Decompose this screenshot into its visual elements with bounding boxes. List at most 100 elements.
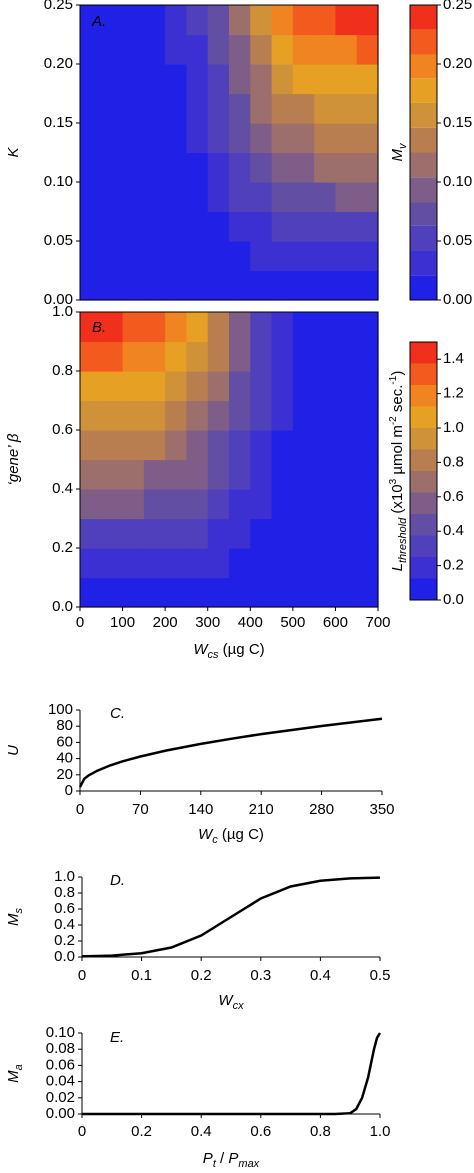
contour-cell <box>356 5 379 36</box>
colorbar-band <box>410 127 437 153</box>
y-tick-label: 80 <box>56 717 73 734</box>
x-tick-label: 700 <box>365 614 390 631</box>
colorbar-band <box>410 102 437 128</box>
x-tick-label: 400 <box>238 614 263 631</box>
contour-cell <box>292 548 315 579</box>
contour-cell <box>143 64 166 95</box>
contour-cell <box>207 489 230 520</box>
contour-cell <box>250 64 273 95</box>
contour-cell <box>356 341 379 372</box>
contour-cell <box>314 34 337 65</box>
contour-cell <box>101 152 124 183</box>
contour-cell <box>143 182 166 213</box>
colorbar-band <box>410 535 437 557</box>
contour-cell <box>122 341 145 372</box>
contour-cell <box>271 371 294 402</box>
panel-label: C. <box>110 705 125 722</box>
label-part: M <box>389 149 406 162</box>
contour-cell <box>186 34 209 65</box>
contour-cell <box>122 312 145 343</box>
contour-cell <box>186 182 209 213</box>
contour-cell <box>80 211 102 242</box>
contour-cell <box>165 400 188 431</box>
contour-cell <box>101 577 124 608</box>
contour-cell <box>80 93 102 124</box>
contour-cell <box>271 5 294 36</box>
x-axis-label: Wc (µg C) <box>198 826 264 846</box>
contour-cell <box>165 548 188 579</box>
contour-cell <box>186 371 209 402</box>
data-line <box>78 717 383 788</box>
contour-cell <box>143 548 166 579</box>
colorbar-tick-label: 0.4 <box>443 522 464 539</box>
contour-cell <box>207 312 230 343</box>
contour-cell <box>356 430 379 461</box>
contour-cell <box>165 211 188 242</box>
label-part: cx <box>233 1000 245 1012</box>
label-part: cs <box>208 649 220 661</box>
contour-cell <box>122 489 145 520</box>
contour-cell <box>122 270 145 301</box>
contour-cell <box>122 64 145 95</box>
x-tick-label: 210 <box>249 801 274 818</box>
x-tick-label: 280 <box>309 801 334 818</box>
contour-cell <box>271 152 294 183</box>
colorbar-band <box>410 275 437 300</box>
y-axis-label: Ms <box>5 908 25 927</box>
contour-cell <box>80 489 102 520</box>
contour-cell <box>143 93 166 124</box>
y-tick-label: 1.0 <box>54 868 75 885</box>
contour-cell <box>143 152 166 183</box>
contour-cell <box>314 548 337 579</box>
label-part: W <box>193 641 209 658</box>
y-tick-label: 0.6 <box>54 900 75 917</box>
contour-cell <box>143 371 166 402</box>
contour-cell <box>335 270 358 301</box>
contour-cell <box>122 152 145 183</box>
contour-cell <box>292 241 315 272</box>
colorbar-band <box>410 78 437 103</box>
contour-cell <box>80 270 102 301</box>
y-tick-label: 0.08 <box>46 1040 75 1057</box>
y-tick-label: 0.0 <box>52 598 73 615</box>
contour-cell <box>314 459 337 490</box>
contour-cell <box>186 489 209 520</box>
y-tick-label: 100 <box>48 701 73 718</box>
contour-cell <box>314 270 337 301</box>
y-tick-label: 0.06 <box>46 1056 75 1073</box>
contour-cell <box>335 93 358 124</box>
contour-cell <box>143 400 166 431</box>
label-part: 3 <box>388 478 399 484</box>
contour-cell <box>314 211 337 242</box>
contour-cell <box>314 93 337 124</box>
y-tick-label: 0.04 <box>46 1073 75 1090</box>
contour-cell <box>80 152 102 183</box>
contour-cell <box>292 312 315 343</box>
colorbar-band <box>410 29 437 55</box>
label-part: max <box>238 1158 259 1170</box>
contour-cell <box>165 270 188 301</box>
x-axis-label: Pt / Pmax <box>203 1150 260 1170</box>
contour-cell <box>356 93 379 124</box>
y-axis-label: ‘gene’ β <box>5 433 22 485</box>
contour-cell <box>292 211 315 242</box>
contour-cell <box>207 577 230 608</box>
contour-cell <box>165 371 188 402</box>
y-tick-label: 0.00 <box>44 291 73 308</box>
colorbar-band <box>410 225 437 251</box>
contour-cell <box>271 211 294 242</box>
y-tick-label: 20 <box>56 766 73 783</box>
contour-cell <box>356 489 379 520</box>
contour-cell <box>143 341 166 372</box>
contour-cell <box>101 371 124 402</box>
x-tick-label: 500 <box>280 614 305 631</box>
colorbar-band <box>410 492 437 514</box>
contour-cell <box>271 341 294 372</box>
contour-cell <box>122 400 145 431</box>
contour-cell <box>229 152 251 183</box>
colorbar-frame <box>409 341 438 601</box>
contour-cell <box>122 371 145 402</box>
x-tick-label: 0.8 <box>310 1123 331 1140</box>
contour-cell <box>335 64 358 95</box>
contour-cell <box>186 459 209 490</box>
